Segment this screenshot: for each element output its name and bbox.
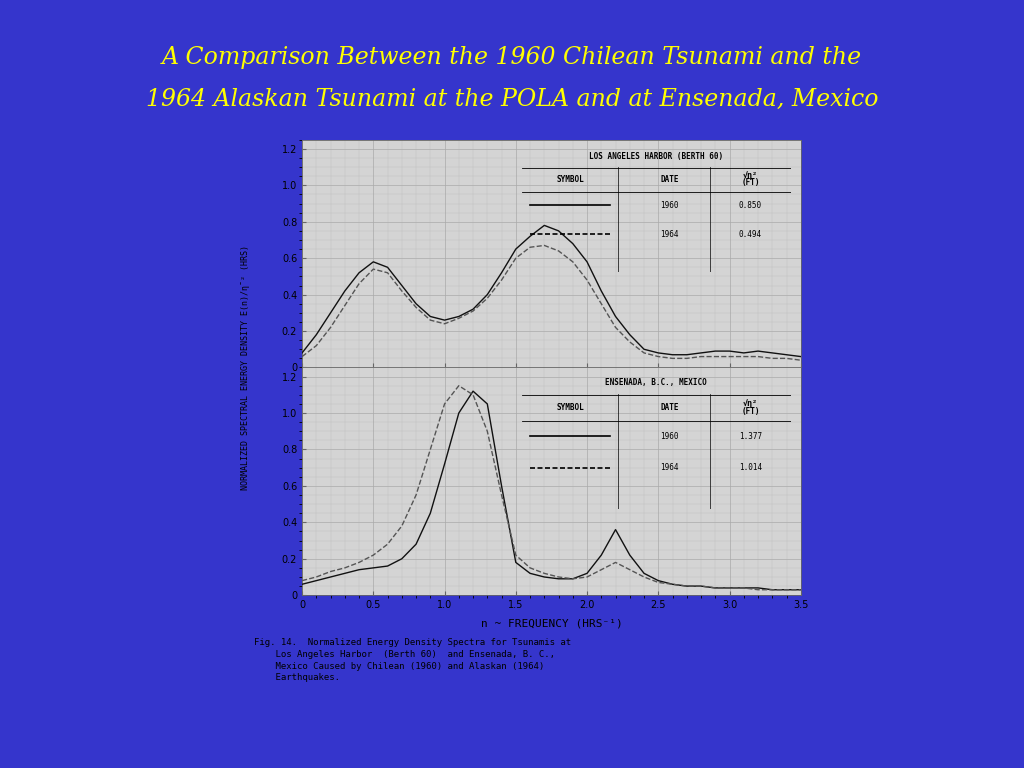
- Text: Fig. 14.  Normalized Energy Density Spectra for Tsunamis at
    Los Angeles Harb: Fig. 14. Normalized Energy Density Spect…: [254, 638, 570, 683]
- Text: NORMALIZED SPECTRAL ENERGY DENSITY E(n)/η¯² (HRS): NORMALIZED SPECTRAL ENERGY DENSITY E(n)/…: [242, 245, 250, 490]
- Text: n ~ FREQUENCY (HRS⁻¹): n ~ FREQUENCY (HRS⁻¹): [480, 618, 623, 628]
- Text: 1964 Alaskan Tsunami at the POLA and at Ensenada, Mexico: 1964 Alaskan Tsunami at the POLA and at …: [145, 88, 879, 111]
- Text: A Comparison Between the 1960 Chilean Tsunami and the: A Comparison Between the 1960 Chilean Ts…: [162, 46, 862, 69]
